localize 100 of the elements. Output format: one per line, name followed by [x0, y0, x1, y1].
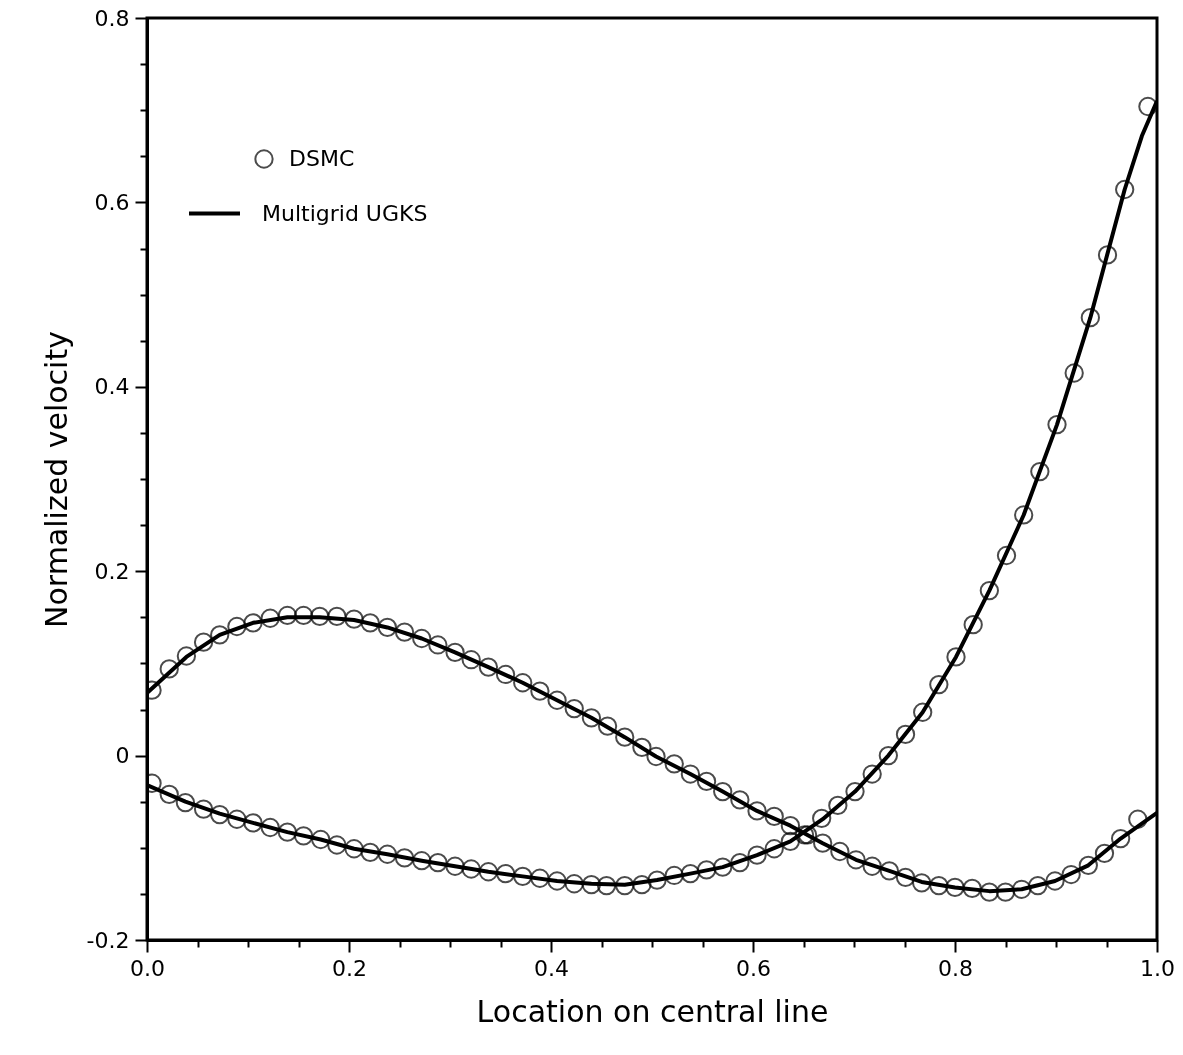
point	[344, 839, 364, 859]
point	[830, 841, 850, 862]
point	[1014, 505, 1034, 525]
point	[1110, 828, 1131, 849]
point	[1028, 875, 1048, 896]
point	[879, 861, 900, 881]
point	[412, 851, 432, 871]
point	[1064, 363, 1084, 383]
point	[632, 875, 652, 895]
point	[1047, 414, 1067, 435]
point	[547, 871, 567, 891]
point	[478, 657, 499, 677]
point	[445, 642, 465, 662]
point	[962, 878, 982, 899]
point	[862, 764, 882, 784]
point	[1078, 855, 1098, 875]
point	[175, 792, 196, 813]
point	[996, 545, 1017, 566]
point	[513, 866, 533, 887]
point	[664, 754, 684, 774]
point	[846, 850, 866, 870]
point	[428, 852, 448, 873]
point	[912, 873, 932, 893]
point	[513, 673, 533, 693]
point	[812, 808, 832, 828]
point	[764, 806, 784, 827]
y-tick-label: 0.4	[94, 374, 130, 400]
point	[227, 809, 247, 829]
point	[260, 817, 280, 838]
point	[377, 844, 398, 864]
point	[310, 606, 330, 627]
point	[377, 617, 398, 638]
point	[664, 865, 684, 886]
point	[260, 608, 280, 628]
point	[495, 664, 516, 685]
point	[445, 856, 465, 876]
point	[713, 857, 733, 877]
x-tick-label: 0.0	[130, 955, 165, 981]
legend-label: DSMC	[289, 146, 355, 171]
point	[277, 822, 298, 842]
point	[327, 606, 347, 627]
y-tick-label: 0	[115, 743, 130, 769]
point	[1115, 179, 1135, 200]
y-tick-label: 0.2	[94, 558, 130, 584]
point	[210, 804, 230, 825]
point	[394, 622, 415, 642]
point	[478, 862, 499, 882]
point	[277, 605, 298, 626]
point	[747, 801, 767, 821]
point	[828, 795, 848, 816]
point	[1094, 843, 1115, 863]
point	[176, 646, 197, 666]
point	[730, 852, 750, 873]
point	[713, 781, 733, 802]
point	[963, 615, 983, 635]
point	[461, 650, 481, 670]
point	[945, 877, 965, 898]
point	[913, 702, 933, 722]
point	[428, 635, 448, 655]
point	[1061, 864, 1081, 885]
point	[327, 835, 347, 855]
point	[895, 867, 916, 887]
point	[597, 716, 618, 736]
point	[1012, 879, 1032, 899]
point	[159, 784, 179, 804]
point	[813, 833, 833, 853]
point	[862, 856, 882, 876]
x-axis-title: Location on central line	[476, 993, 829, 1029]
point	[646, 746, 666, 767]
x-tick-label: 0.6	[736, 955, 771, 981]
point	[193, 632, 214, 652]
point	[1097, 245, 1118, 265]
point	[680, 764, 701, 784]
point	[647, 870, 667, 890]
point	[780, 816, 801, 836]
y-tick-label: 0.8	[94, 5, 130, 31]
point	[730, 790, 750, 810]
point	[995, 882, 1016, 902]
point	[1030, 461, 1050, 482]
point	[1080, 308, 1100, 328]
point	[1128, 809, 1148, 829]
point	[293, 605, 314, 626]
x-tick-label: 0.2	[332, 955, 367, 981]
point	[243, 813, 263, 833]
point	[530, 681, 550, 701]
x-tick-label: 1.0	[1140, 955, 1175, 981]
point	[680, 863, 701, 884]
point	[530, 868, 550, 888]
point	[979, 882, 999, 902]
point	[243, 613, 263, 633]
point	[696, 860, 717, 880]
point	[159, 659, 179, 679]
point	[461, 859, 481, 879]
y-tick-label: -0.2	[86, 927, 130, 953]
point	[1045, 871, 1065, 891]
y-axis-title: Normalized velocity	[38, 331, 74, 628]
point	[360, 613, 380, 633]
point	[895, 724, 916, 745]
point	[547, 690, 567, 710]
point	[311, 829, 331, 850]
